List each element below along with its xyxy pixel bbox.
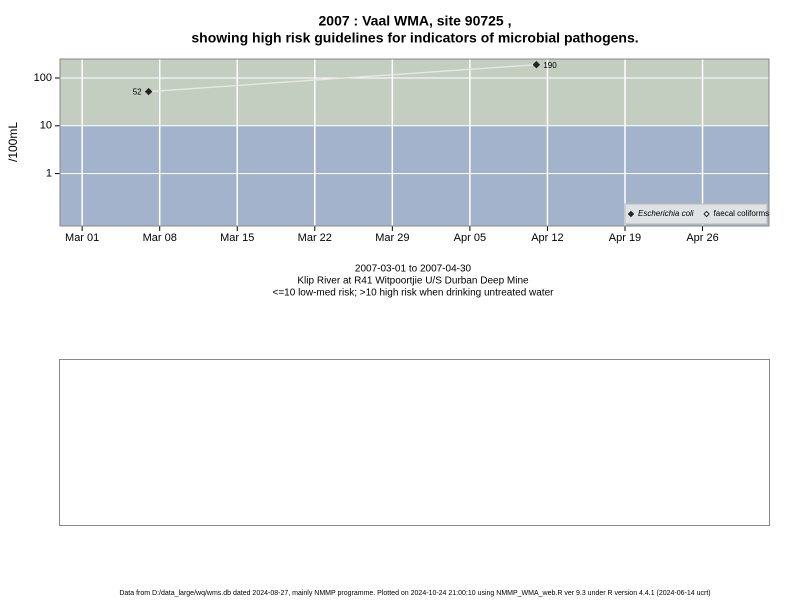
data-label: 52 [133,88,142,97]
legend-label: Escherichia coli [638,209,694,218]
x-tick-label: Mar 29 [375,232,409,244]
chart-title: 2007 : Vaal WMA, site 90725 , [319,13,512,29]
data-point [144,87,153,96]
x-tick-label: Apr 12 [531,232,563,244]
x-tick-label: Mar 01 [65,232,99,244]
caption: 2007-03-01 to 2007-04-30 [355,264,472,275]
x-tick-label: Apr 05 [454,232,486,244]
legend-marker [627,210,635,218]
x-tick-label: Mar 08 [143,232,177,244]
y-tick-label: 1 [46,167,52,179]
empty-panel [59,359,770,526]
data-label: 190 [543,61,557,70]
high-risk-band [60,59,769,126]
x-tick-label: Mar 15 [220,232,254,244]
y-axis-label: /100mL [6,122,20,162]
caption: Klip River at R41 Witpoortjie U/S Durban… [297,276,529,287]
series-line [148,63,537,93]
legend-marker [703,210,710,218]
chart-subtitle: showing high risk guidelines for indicat… [191,30,638,46]
caption: <=10 low-med risk; >10 high risk when dr… [273,288,555,299]
x-tick-label: Apr 19 [609,232,641,244]
legend-box [624,203,768,225]
x-tick-label: Mar 22 [298,232,332,244]
footer: Data from D:/data_large/wq/wms.db dated … [119,590,710,597]
x-tick-label: Apr 26 [686,232,718,244]
plot-frame [59,58,770,227]
y-tick-label: 10 [40,120,52,132]
y-tick-label: 100 [34,72,52,84]
legend-label: faecal coliforms [714,209,770,218]
data-point [532,60,541,69]
